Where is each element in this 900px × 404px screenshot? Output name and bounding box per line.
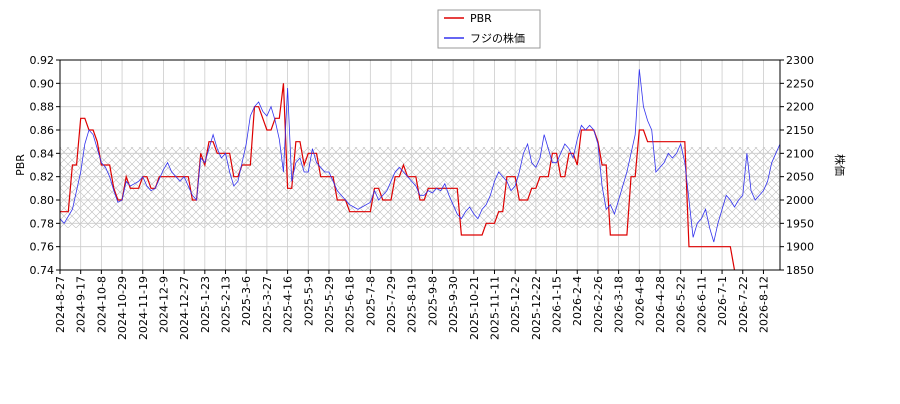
x-tick-label: 2025-1-23	[199, 276, 212, 333]
x-tick-label: 2026-7-22	[737, 276, 750, 333]
y-axis-label: PBR	[14, 154, 27, 176]
x-tick-label: 2024-11-19	[137, 276, 150, 340]
x-tick-label: 2025-10-21	[468, 276, 481, 340]
x-tick-label: 2025-5-29	[323, 276, 336, 333]
x-tick-label: 2025-3-6	[240, 276, 253, 326]
x-tick-label: 2026-6-11	[695, 276, 708, 333]
legend-box	[437, 9, 541, 49]
y-tick-label: 0.82	[30, 171, 55, 184]
x-tick-label: 2026-4-8	[633, 276, 646, 326]
legend: PBR フジの株価	[437, 9, 541, 49]
x-tick-label: 2026-8-12	[757, 276, 770, 333]
x-tick-label: 2024-9-17	[75, 276, 88, 333]
legend-label: PBR	[470, 12, 492, 25]
y2-tick-label: 2050	[786, 171, 814, 184]
y2-tick-label: 2250	[786, 77, 814, 90]
y-tick-label: 0.76	[30, 241, 55, 254]
x-tick-label: 2025-7-8	[364, 276, 377, 326]
legend-label: フジの株価	[470, 31, 525, 45]
y2-axis-label: 株価	[833, 154, 847, 176]
x-tick-label: 2025-6-18	[344, 276, 357, 333]
y-tick-label: 0.80	[30, 194, 55, 207]
x-tick-label: 2024-8-27	[54, 276, 67, 333]
x-tick-label: 2024-10-8	[95, 276, 108, 333]
x-tick-label: 2025-7-29	[385, 276, 398, 333]
x-tick-label: 2026-3-18	[613, 276, 626, 333]
y-tick-label: 0.74	[30, 264, 55, 277]
x-tick-label: 2025-9-8	[426, 276, 439, 326]
x-tick-label: 2026-2-26	[592, 276, 605, 333]
x-tick-label: 2025-4-16	[282, 276, 295, 333]
x-tick-label: 2024-12-27	[178, 276, 191, 340]
y-tick-label: 0.92	[30, 54, 55, 67]
band	[60, 147, 780, 228]
y2-tick-label: 2150	[786, 124, 814, 137]
y2-tick-label: 2100	[786, 147, 814, 160]
series-line	[59, 69, 781, 243]
y-tick-label: 0.78	[30, 217, 55, 230]
y2-tick-label: 1850	[786, 264, 814, 277]
y-tick-label: 0.90	[30, 77, 55, 90]
y-tick-label: 0.86	[30, 124, 55, 137]
y2-tick-label: 2000	[786, 194, 814, 207]
y2-tick-label: 2200	[786, 101, 814, 114]
x-tick-label: 2026-1-15	[551, 276, 564, 333]
plot-frame	[59, 59, 781, 271]
y-tick-label: 0.84	[30, 147, 55, 160]
series-line	[60, 83, 736, 271]
y-tick-label: 0.88	[30, 101, 55, 114]
y2-tick-label: 2300	[786, 54, 814, 67]
x-tick-label: 2025-11-11	[488, 276, 501, 340]
x-tick-label: 2025-3-27	[261, 276, 274, 333]
x-tick-label: 2025-2-13	[220, 276, 233, 333]
x-tick-label: 2025-8-19	[406, 276, 419, 333]
x-tick-label: 2025-9-30	[447, 276, 460, 333]
lines	[59, 69, 781, 271]
x-tick-label: 2026-2-4	[571, 276, 584, 326]
x-tick-label: 2024-12-9	[157, 276, 170, 333]
y2-tick-label: 1900	[786, 241, 814, 254]
y2-tick-label: 1950	[786, 217, 814, 230]
x-tick-label: 2026-7-1	[716, 276, 729, 326]
x-tick-label: 2025-5-9	[302, 276, 315, 326]
x-tick-label: 2025-12-22	[530, 276, 543, 340]
x-tick-label: 2025-12-2	[509, 276, 522, 333]
x-tick-label: 2026-4-28	[654, 276, 667, 333]
x-tick-label: 2026-5-22	[675, 276, 688, 333]
x-tick-label: 2024-10-29	[116, 276, 129, 340]
